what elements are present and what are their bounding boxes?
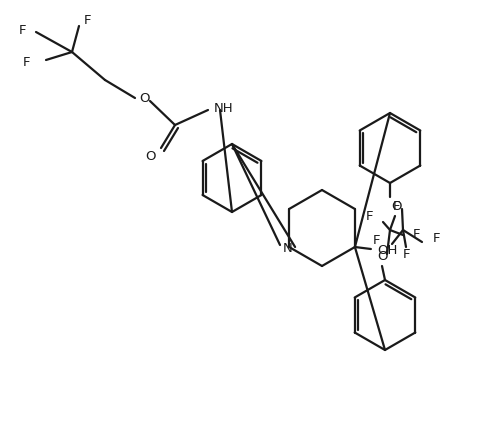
- Text: F: F: [366, 209, 373, 222]
- Text: F: F: [18, 24, 26, 37]
- Text: F: F: [373, 234, 380, 248]
- Text: F: F: [22, 55, 30, 68]
- Text: F: F: [433, 233, 441, 246]
- Text: O: O: [145, 150, 155, 163]
- Text: NH: NH: [214, 102, 234, 116]
- Text: O: O: [392, 200, 402, 212]
- Text: F: F: [413, 228, 420, 242]
- Text: O: O: [377, 251, 387, 264]
- Text: F: F: [402, 249, 410, 261]
- Text: OH: OH: [377, 243, 397, 257]
- Text: O: O: [139, 92, 149, 105]
- Text: N: N: [283, 242, 293, 255]
- Text: F: F: [83, 13, 91, 27]
- Text: F: F: [393, 200, 401, 212]
